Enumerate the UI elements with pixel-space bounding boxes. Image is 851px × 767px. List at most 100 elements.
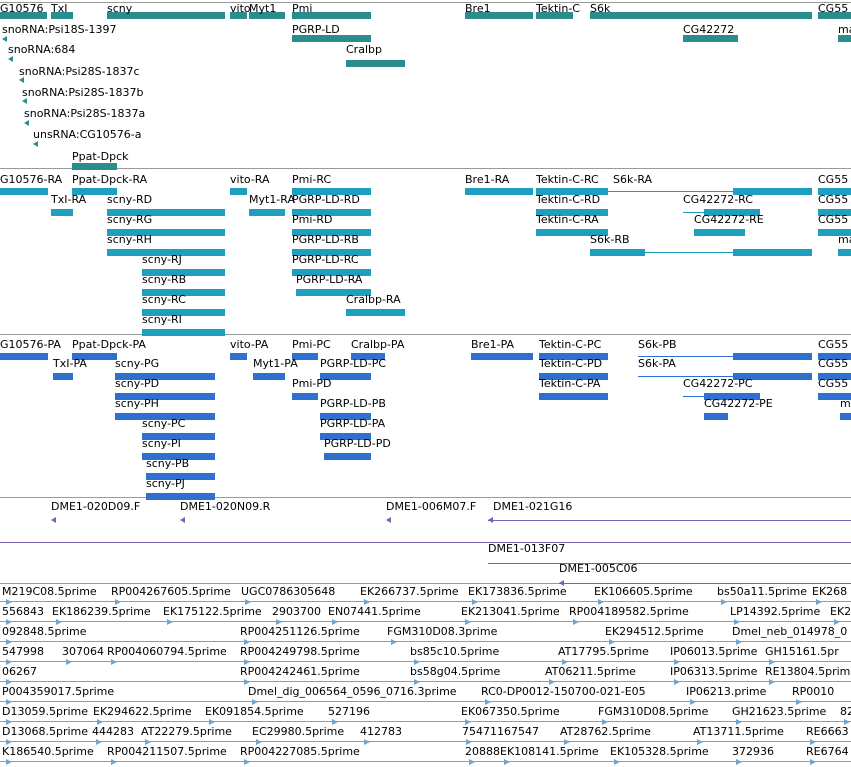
feature-exon-bar[interactable] (72, 163, 117, 170)
est-label[interactable]: RP004249798.5prime (240, 645, 360, 658)
feature-exon-bar[interactable] (590, 249, 645, 256)
feature-exon-bar[interactable] (72, 353, 117, 360)
feature-exon-bar[interactable] (818, 188, 851, 195)
feature-label[interactable]: Pmi (292, 2, 313, 15)
feature-exon-bar[interactable] (320, 413, 371, 420)
feature-label[interactable]: vito (230, 2, 251, 15)
est-label[interactable]: FGM310D08.3prime (387, 625, 498, 638)
feature-label[interactable]: CG42272-RC (683, 193, 753, 206)
feature-label[interactable]: PGRP-LD-RB (292, 233, 359, 246)
feature-label[interactable]: m (840, 397, 851, 410)
est-label[interactable]: 82 (840, 705, 851, 718)
feature-label[interactable]: scny-RH (107, 233, 152, 246)
est-label[interactable]: Dmel_dig_006564_0596_0716.3prime (248, 685, 457, 698)
est-label[interactable]: 092848.5prime (2, 625, 87, 638)
feature-label[interactable]: Pmi-RD (292, 213, 333, 226)
feature-exon-bar[interactable] (142, 269, 225, 276)
feature-label[interactable]: Tektin-C-RA (536, 213, 599, 226)
est-label[interactable]: EK108141.5prime (500, 745, 599, 758)
feature-label[interactable]: scny-PJ (146, 477, 185, 490)
est-label[interactable]: D13059.5prime (2, 705, 89, 718)
feature-label[interactable]: snoRNA:Psi28S-1837c (19, 65, 140, 78)
feature-exon-bar[interactable] (694, 229, 745, 236)
feature-label[interactable]: Tektin-C-PC (539, 338, 602, 351)
feature-label[interactable]: PGRP-LD (292, 23, 340, 36)
feature-exon-bar[interactable] (704, 393, 760, 400)
est-label[interactable]: RP004189582.5prime (569, 605, 689, 618)
feature-label[interactable]: CG55 (818, 338, 849, 351)
feature-label[interactable]: TxI-PA (53, 357, 87, 370)
feature-label[interactable]: CG55 (818, 377, 849, 390)
feature-label[interactable]: CG42272-PE (704, 397, 773, 410)
feature-label[interactable]: Ppat-Dpck-RA (72, 173, 148, 186)
est-label[interactable]: EK067350.5prime (461, 705, 560, 718)
feature-exon-bar[interactable] (292, 269, 371, 276)
feature-label[interactable]: Ppat-Dpck (72, 150, 129, 163)
feature-exon-bar[interactable] (292, 353, 318, 360)
est-label[interactable]: RC0-DP0012-150700-021-E05 (481, 685, 646, 698)
feature-label[interactable]: Tektin-C-PA (539, 377, 601, 390)
feature-label[interactable]: S6k-RB (590, 233, 630, 246)
feature-exon-bar[interactable] (72, 188, 117, 195)
feature-exon-bar[interactable] (142, 329, 225, 336)
feature-exon-bar[interactable] (536, 209, 608, 216)
feature-exon-bar[interactable] (51, 209, 73, 216)
est-label[interactable]: EC29980.5prime (252, 725, 345, 738)
feature-label[interactable]: scny-RI (142, 313, 182, 326)
feature-exon-bar[interactable] (115, 413, 215, 420)
est-label[interactable]: RP004060794.5prime (107, 645, 227, 658)
feature-exon-bar[interactable] (733, 188, 812, 195)
feature-exon-bar[interactable] (536, 12, 573, 19)
feature-label[interactable]: scny-RJ (142, 253, 182, 266)
feature-label[interactable]: scny-PD (115, 377, 160, 390)
feature-label[interactable]: CG55 (818, 213, 849, 226)
feature-label[interactable]: scny-PH (115, 397, 159, 410)
feature-label[interactable]: scny-RG (107, 213, 153, 226)
feature-label[interactable]: Pmi-PC (292, 338, 331, 351)
feature-label[interactable]: DME1-005C06 (559, 562, 638, 575)
feature-label[interactable]: PGRP-LD-RA (296, 273, 363, 286)
est-label[interactable]: EK186239.5prime (52, 605, 151, 618)
est-label[interactable]: M219C08.5prime (2, 585, 97, 598)
feature-exon-bar[interactable] (253, 373, 285, 380)
feature-exon-bar[interactable] (292, 229, 371, 236)
feature-label[interactable]: ma (838, 233, 851, 246)
feature-label[interactable]: PGRP-LD-PA (320, 417, 386, 430)
feature-exon-bar[interactable] (0, 12, 47, 19)
feature-exon-bar[interactable] (249, 12, 285, 19)
feature-exon-bar[interactable] (292, 12, 371, 19)
est-label[interactable]: IP06313.5prime (670, 665, 758, 678)
est-label[interactable]: bs85c10.5prime (410, 645, 500, 658)
feature-label[interactable]: Bre1 (465, 2, 491, 15)
est-label[interactable]: RE6764 (806, 745, 849, 758)
feature-label[interactable]: Myt1-PA (253, 357, 298, 370)
est-label[interactable]: EK173836.5prime (468, 585, 567, 598)
feature-exon-bar[interactable] (818, 393, 851, 400)
est-label[interactable]: RE13804.5prim (765, 665, 851, 678)
feature-exon-bar[interactable] (818, 229, 851, 236)
feature-label[interactable]: Bre1-PA (471, 338, 515, 351)
est-label[interactable]: K186540.5prime (2, 745, 94, 758)
feature-label[interactable]: PGRP-LD-RC (292, 253, 359, 266)
feature-exon-bar[interactable] (53, 373, 73, 380)
est-label[interactable]: D13068.5prime (2, 725, 89, 738)
feature-exon-bar[interactable] (818, 12, 851, 19)
est-label[interactable]: EK213041.5prime (461, 605, 560, 618)
feature-label[interactable]: vito-PA (230, 338, 269, 351)
feature-exon-bar[interactable] (292, 188, 371, 195)
feature-exon-bar[interactable] (838, 249, 851, 256)
feature-label[interactable]: scny (107, 2, 133, 15)
est-label[interactable]: 372936 (732, 745, 774, 758)
feature-exon-bar[interactable] (0, 188, 48, 195)
est-label[interactable]: 547998 (2, 645, 44, 658)
feature-label[interactable]: scny-RC (142, 293, 186, 306)
feature-exon-bar[interactable] (539, 353, 608, 360)
feature-exon-bar[interactable] (146, 473, 215, 480)
feature-label[interactable]: Tektin-C-PD (539, 357, 603, 370)
feature-label[interactable]: vito-RA (230, 173, 270, 186)
feature-label[interactable]: Tektin-C-RD (536, 193, 601, 206)
feature-label[interactable]: Pmi-PD (292, 377, 332, 390)
feature-label[interactable]: snoRNA:Psi18S-1397 (2, 23, 117, 36)
feature-label[interactable]: Pmi-RC (292, 173, 332, 186)
